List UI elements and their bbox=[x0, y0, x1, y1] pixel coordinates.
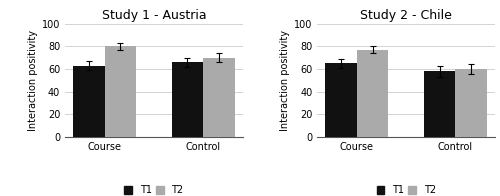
Y-axis label: Interaction positivity: Interaction positivity bbox=[28, 30, 38, 131]
Bar bbox=[104, 46, 136, 137]
Legend: T1, T2: T1, T2 bbox=[124, 185, 184, 195]
Bar bbox=[456, 69, 487, 137]
Legend: T1, T2: T1, T2 bbox=[376, 185, 436, 195]
Bar bbox=[326, 63, 357, 137]
Title: Study 2 - Chile: Study 2 - Chile bbox=[360, 9, 452, 22]
Y-axis label: Interaction positivity: Interaction positivity bbox=[280, 30, 290, 131]
Bar bbox=[172, 62, 203, 137]
Bar bbox=[424, 71, 456, 137]
Bar bbox=[357, 50, 388, 137]
Bar bbox=[73, 66, 104, 137]
Bar bbox=[203, 58, 234, 137]
Title: Study 1 - Austria: Study 1 - Austria bbox=[102, 9, 206, 22]
